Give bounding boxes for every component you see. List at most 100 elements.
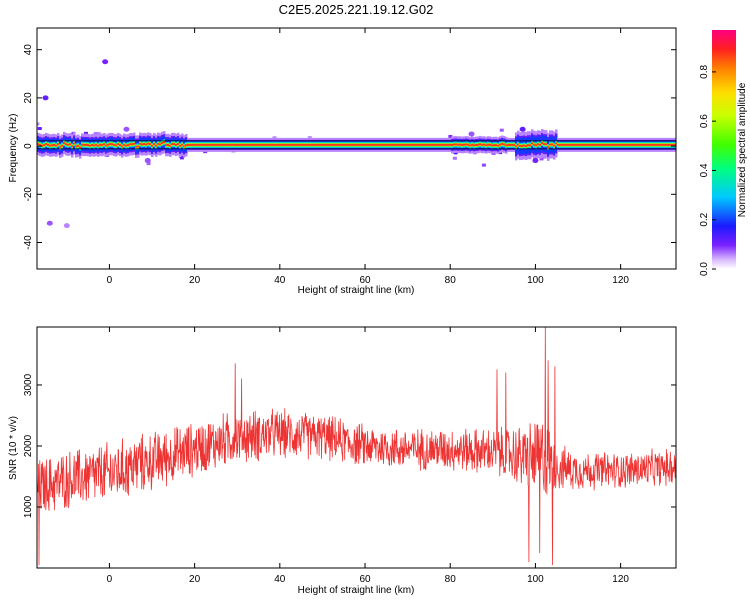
spectrum-band-cell xyxy=(603,143,606,146)
spectrum-band-cell xyxy=(569,143,572,146)
top-xtick-label: 0 xyxy=(107,275,113,286)
spectrum-band-cell xyxy=(543,143,546,146)
spectrum-band-cell xyxy=(473,144,476,147)
spectrum-band-cell xyxy=(169,144,172,147)
spectrum-band-cell xyxy=(237,143,240,146)
spectrum-band-cell xyxy=(495,144,498,147)
spectrum-band-cell xyxy=(61,144,64,147)
spectrum-band-cell xyxy=(221,143,224,146)
spectrum-band-cell xyxy=(93,144,96,147)
spectrum-band-cell xyxy=(329,143,332,146)
spectrum-band-cell xyxy=(313,143,316,146)
spectrum-band-cell xyxy=(423,143,426,146)
spectrum-band-cell xyxy=(133,142,136,145)
spectrum-band-cell xyxy=(657,143,660,146)
spectrum-band-cell xyxy=(57,143,60,146)
spectrum-band-cell xyxy=(663,143,666,146)
spectrum-band-cell xyxy=(299,143,302,146)
spectrum-band-cell xyxy=(131,143,134,146)
spectrum-band-cell xyxy=(405,143,408,146)
spectrum-band-cell xyxy=(659,143,662,146)
spectrum-band-cell xyxy=(351,143,354,146)
spectrum-band-cell xyxy=(83,143,86,146)
spectrum-band-cell xyxy=(485,144,488,147)
spectrum-band-cell xyxy=(181,143,184,146)
spectrum-band-cell xyxy=(425,143,428,146)
spectrum-band-cell xyxy=(163,141,166,144)
spectrum-band-cell xyxy=(295,143,298,146)
spectrum-band-cell xyxy=(75,145,78,148)
spectrum-noise-cell xyxy=(179,156,184,160)
spectrum-band-cell xyxy=(429,143,432,146)
spectrum-band-cell xyxy=(461,143,464,146)
spectrum-band-cell xyxy=(317,143,320,146)
spectrum-band-cell xyxy=(483,143,486,146)
spectrum-band-cell xyxy=(125,144,128,147)
spectrum-band-cell xyxy=(599,143,602,146)
spectrum-band-cell xyxy=(513,143,516,146)
spectrum-band-cell xyxy=(383,143,386,146)
spectrum-band-cell xyxy=(377,143,380,146)
top-xtick-label: 20 xyxy=(189,275,201,286)
spectrum-band-cell xyxy=(335,143,338,146)
spectrum-band-cell xyxy=(251,143,254,146)
spectrum-band-cell xyxy=(669,143,672,146)
spectrum-band-cell xyxy=(615,143,618,146)
spectrum-band-cell xyxy=(633,143,636,146)
spectrum-band-cell xyxy=(193,143,196,146)
spectrum-band-cell xyxy=(517,143,520,146)
spectrum-blob xyxy=(468,131,475,137)
spectrum-band-cell xyxy=(287,143,290,146)
spectrum-noise-cell xyxy=(272,136,277,140)
spectrum-band-cell xyxy=(303,143,306,146)
spectrum-band-cell xyxy=(433,143,436,146)
colorbar: 0.0 0.2 0.4 0.6 0.8 Normalized spectral ampl… xyxy=(699,30,748,276)
spectrum-blob xyxy=(519,126,526,132)
bot-xtick-label: 80 xyxy=(445,574,457,585)
spectrum-band-cell xyxy=(211,143,214,146)
spectrum-band-cell xyxy=(673,143,676,146)
spectrum-band-cell xyxy=(465,143,468,146)
spectrum-noise-cell xyxy=(481,163,486,167)
spectrum-band-cell xyxy=(531,142,534,145)
spectrum-band-cell xyxy=(233,143,236,146)
spectrum-band-cell xyxy=(109,143,112,146)
spectrum-band-cell xyxy=(533,143,536,146)
spectrum-band-cell xyxy=(547,145,550,148)
spectrum-band-cell xyxy=(159,143,162,146)
spectrum-band-cell xyxy=(103,143,106,146)
spectrum-band-cell xyxy=(409,143,412,146)
chart-title: C2E5.2025.221.19.12.G02 xyxy=(279,2,434,17)
bot-xtick-label: 40 xyxy=(274,574,286,585)
spectrum-band-cell xyxy=(401,143,404,146)
spectrum-band-cell xyxy=(415,143,418,146)
spectrum-band-cell xyxy=(571,143,574,146)
spectrum-band-cell xyxy=(613,143,616,146)
spectrum-band-cell xyxy=(187,143,190,146)
spectrum-band-cell xyxy=(175,143,178,146)
spectrum-band-cell xyxy=(199,143,202,146)
spectrum-band-cell xyxy=(55,144,58,147)
spectrum-band-cell xyxy=(629,143,632,146)
spectrum-band-cell xyxy=(275,143,278,146)
spectrum-band-cell xyxy=(331,143,334,146)
spectrum-band-cell xyxy=(45,143,48,146)
spectrum-band-cell xyxy=(609,143,612,146)
spectrogram-frame xyxy=(36,27,677,270)
spectrum-band-cell xyxy=(559,143,562,146)
spectrum-band-cell xyxy=(289,143,292,146)
spectrum-band-cell xyxy=(417,143,420,146)
spectrum-band-cell xyxy=(435,143,438,146)
spectrum-band-cell xyxy=(247,143,250,146)
spectrum-band-cell xyxy=(89,144,92,147)
spectrum-band-cell xyxy=(293,143,296,146)
spectrum-noise-cell xyxy=(37,122,40,126)
bot-xtick-label: 0 xyxy=(107,574,113,585)
spectrum-band-cell xyxy=(121,145,124,148)
spectrum-band-cell xyxy=(597,143,600,146)
spectrum-band-cell xyxy=(643,143,646,146)
spectrum-band-cell xyxy=(589,143,592,146)
top-ytick-label: 40 xyxy=(23,44,34,56)
spectrum-band-cell xyxy=(555,142,558,145)
